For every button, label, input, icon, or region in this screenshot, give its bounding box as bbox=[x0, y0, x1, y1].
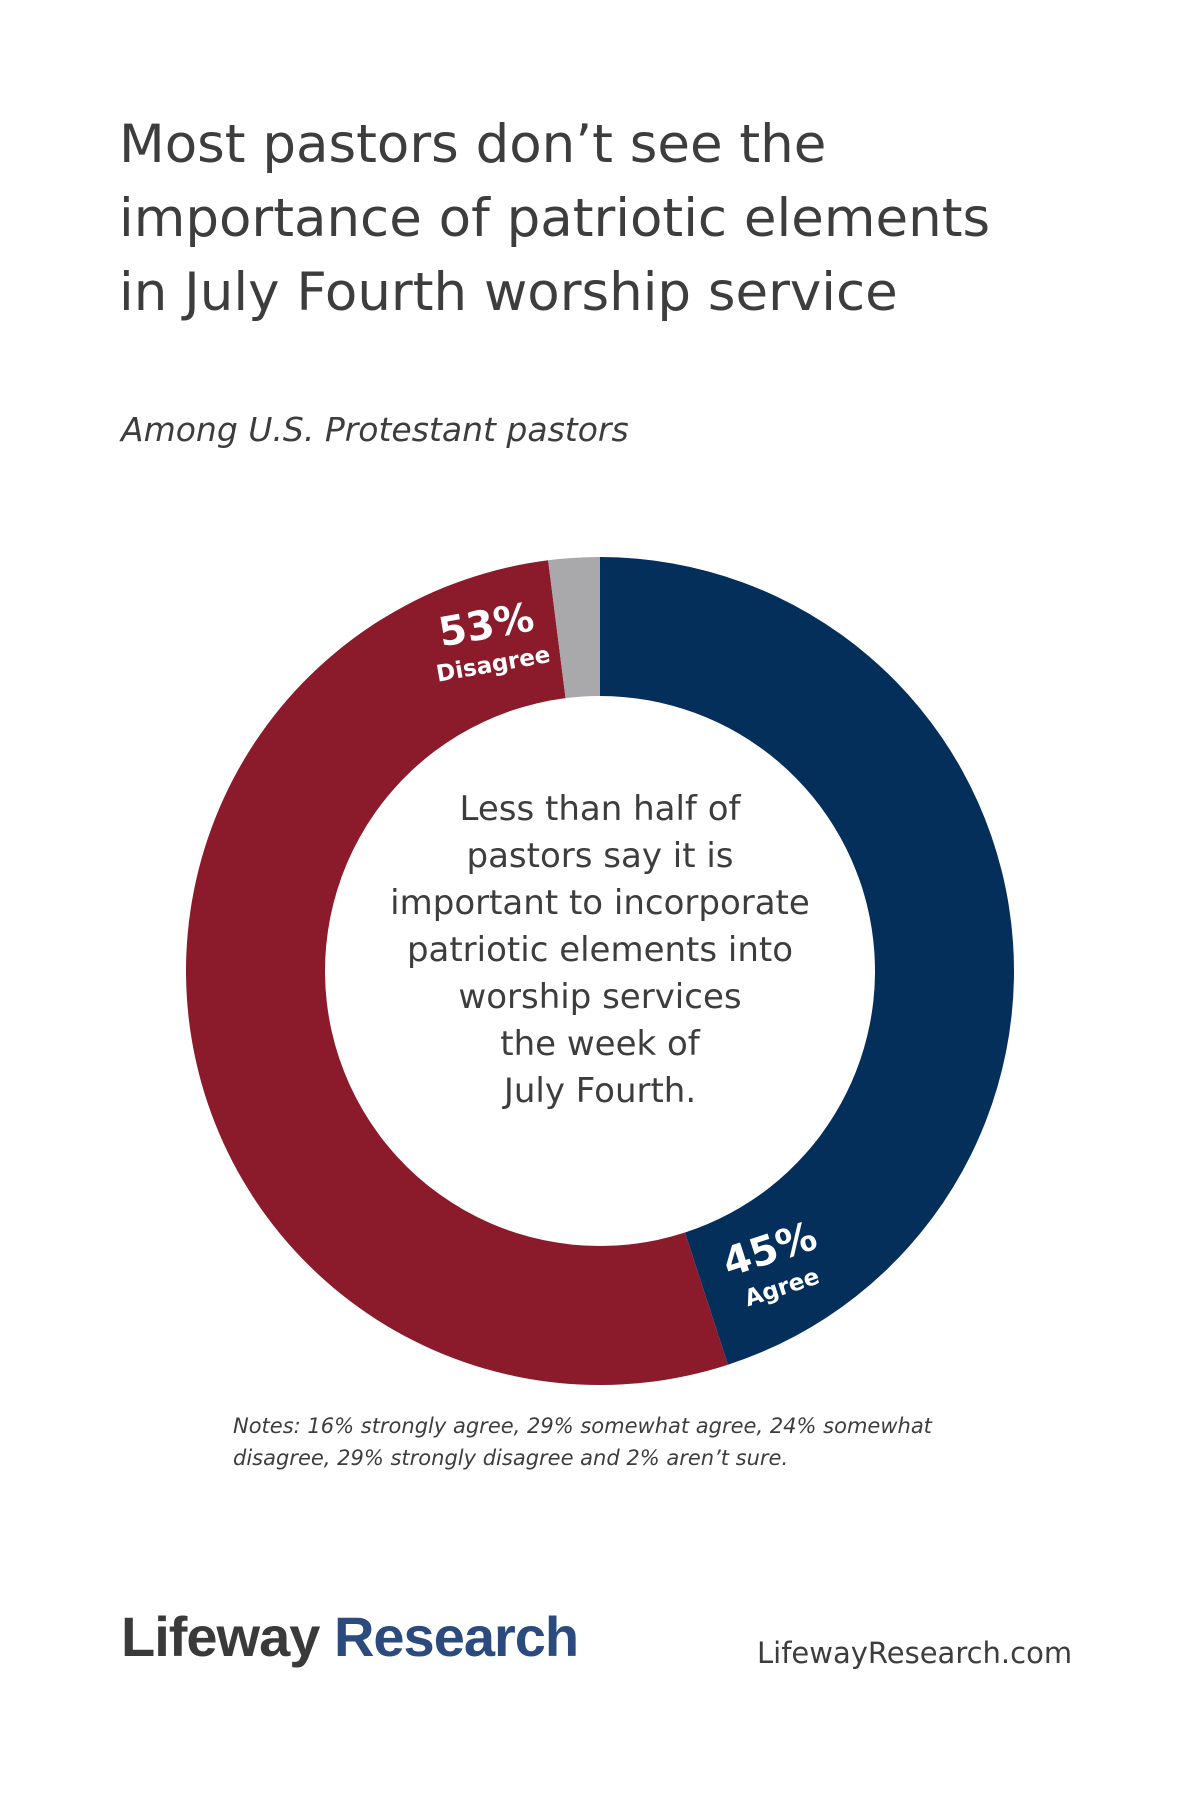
donut-center-text: Less than half of pastors say it is impo… bbox=[390, 789, 810, 1111]
footer-url: LifewayResearch.com bbox=[757, 1636, 1073, 1670]
logo-brand-lifeway: Lifeway bbox=[121, 1605, 320, 1668]
chart-notes: Notes: 16% strongly agree, 29% somewhat … bbox=[233, 1414, 932, 1470]
donut-slice-agree bbox=[600, 557, 1014, 1365]
chart-subtitle: Among U.S. Protestant pastors bbox=[121, 410, 629, 449]
lifeway-research-logo: Lifeway Research bbox=[121, 1604, 579, 1669]
chart-title: Most pastors don’t see the importance of… bbox=[119, 114, 991, 323]
logo-brand-research: Research bbox=[333, 1605, 579, 1668]
donut-slice-not-sure bbox=[548, 557, 600, 699]
donut-slice-disagree bbox=[185, 560, 728, 1386]
